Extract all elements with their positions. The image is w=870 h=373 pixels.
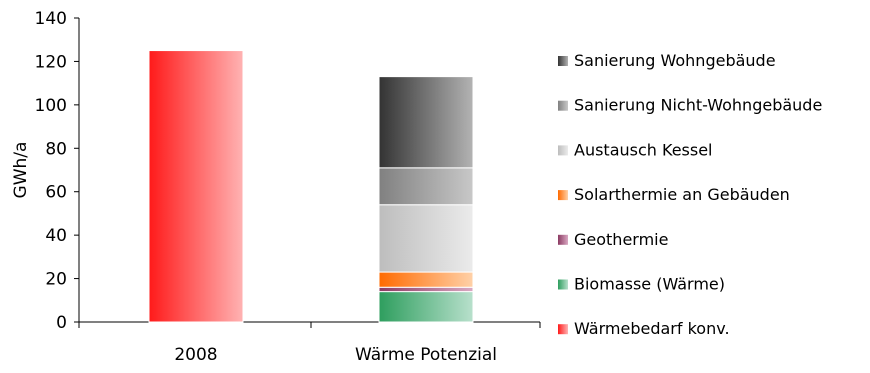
legend-swatch [558, 324, 568, 335]
y-tick-label: 20 [45, 270, 67, 290]
legend: Sanierung Wohngebäude Sanierung Nicht-Woh… [558, 51, 822, 338]
y-tick-label: 100 [35, 96, 67, 116]
legend-swatch [558, 100, 568, 111]
legend-label: Sanierung Nicht-Wohngebäude [574, 96, 822, 115]
x-tick-label: Wärme Potenzial [355, 345, 497, 365]
bar-solarthermie-an-gebaeuden [378, 271, 474, 288]
plot-area: 0 20 40 60 80 100 120 140 GWh/a 2008 Wärme Potenzi… [11, 9, 541, 365]
y-tick-label: 60 [45, 183, 67, 203]
legend-swatch [558, 56, 568, 66]
y-tick-label: 80 [45, 139, 67, 159]
legend-label: Biomasse (Wärme) [574, 275, 725, 294]
bar-biomasse-waerme [378, 291, 474, 323]
y-axis-label: GWh/a [11, 142, 31, 199]
legend-swatch [558, 190, 568, 201]
y-tick-label: 0 [56, 313, 67, 333]
bar-sanierung-wohngebaeude [378, 76, 474, 169]
legend-swatch [558, 279, 568, 290]
legend-label: Wärmebedarf konv. [574, 319, 730, 338]
x-tick-label: 2008 [174, 345, 217, 365]
bar-geothermie [378, 286, 474, 293]
bar-austausch-kessel [378, 204, 474, 273]
bar-waermebedarf-konv [148, 50, 244, 323]
legend-label: Austausch Kessel [574, 140, 713, 159]
y-tick-label: 120 [35, 52, 67, 72]
legend-label: Solarthermie an Gebäuden [574, 185, 790, 204]
legend-label: Geothermie [574, 230, 668, 249]
legend-label: Sanierung Wohngebäude [574, 51, 776, 70]
legend-swatch [558, 234, 568, 245]
bar-sanierung-nicht-wohngebaeude [378, 167, 474, 206]
legend-swatch [558, 145, 568, 156]
y-tick-label: 40 [45, 226, 67, 246]
y-tick-label: 140 [35, 9, 67, 29]
